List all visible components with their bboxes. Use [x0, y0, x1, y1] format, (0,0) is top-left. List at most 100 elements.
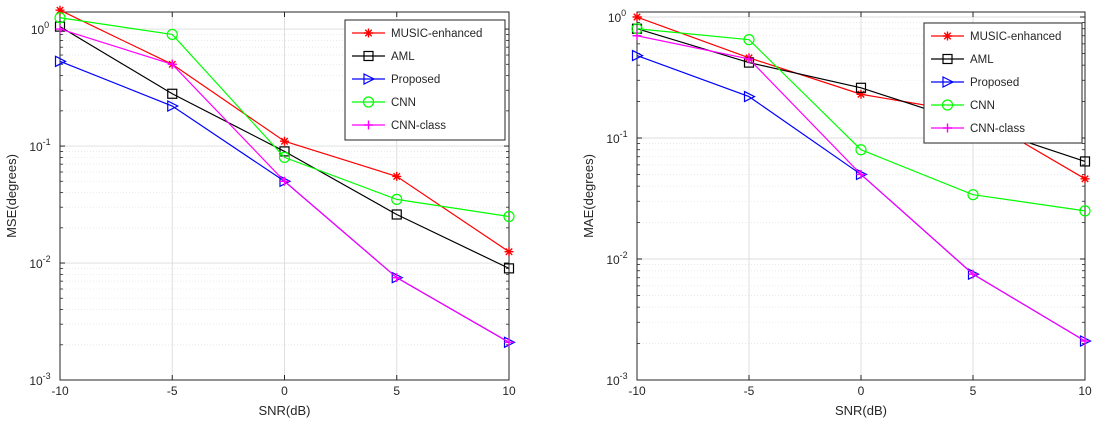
- x-tick-label: 5: [393, 384, 400, 398]
- data-point: [1079, 205, 1091, 217]
- data-point: [743, 90, 756, 103]
- series-cnn-class: [632, 31, 1090, 346]
- data-point: [1080, 174, 1090, 184]
- x-tick-label: 10: [502, 384, 516, 398]
- series-cnn: [54, 12, 515, 223]
- data-point: [167, 100, 180, 112]
- series-line: [636, 28, 1086, 212]
- x-tick-label: 0: [281, 384, 288, 398]
- data-point: [167, 88, 178, 99]
- legend-marker: [364, 120, 373, 130]
- legend-marker: [943, 123, 952, 133]
- legend-entry: Proposed: [931, 76, 1019, 89]
- data-point: [280, 136, 289, 146]
- series-line: [59, 17, 510, 218]
- series-line: [59, 26, 510, 269]
- data-point: [855, 144, 867, 156]
- x-axis-label: SNR(dB): [258, 403, 310, 418]
- legend-label: MUSIC-enhanced: [970, 31, 1061, 43]
- data-point: [54, 55, 67, 68]
- data-point: [631, 49, 644, 62]
- legend-marker: [942, 76, 955, 88]
- y-tick-label: 100: [608, 8, 626, 25]
- series-aml: [54, 21, 515, 274]
- legend-entry: AML: [931, 53, 994, 66]
- chart-1: -10 -5 0 5 10 10-3 10-2 10-1 100 SNR(dB) MSE(degre…: [4, 5, 516, 418]
- legend-label: CNN-class: [391, 120, 446, 132]
- x-tick-label: 0: [858, 384, 865, 398]
- data-point: [279, 146, 290, 157]
- x-tick-label: -10: [628, 384, 646, 398]
- legend-entry: CNN: [352, 96, 416, 109]
- legend-label: CNN: [391, 97, 416, 109]
- x-tick-label: -10: [51, 384, 69, 398]
- legend-entry: CNN: [931, 99, 995, 112]
- y-tick-label: 10-3: [606, 371, 627, 388]
- chart-2: -10 -5 0 5 10 10-3 10-2 10-1 100 SNR(dB) MAE(degre…: [581, 8, 1092, 418]
- legend-marker: [362, 96, 375, 108]
- legend-label: Proposed: [970, 77, 1019, 89]
- y-tick-label: 10-1: [29, 137, 50, 154]
- data-point: [167, 59, 177, 69]
- y-tick-label: 10-2: [606, 250, 627, 267]
- legend-label: MUSIC-enhanced: [391, 28, 482, 40]
- x-tick-label: 5: [970, 384, 977, 398]
- data-point: [968, 269, 978, 279]
- y-tick-label: 10-1: [606, 129, 627, 146]
- data-point: [55, 24, 65, 34]
- x-tick-label: 10: [1078, 384, 1092, 398]
- legend-marker: [364, 28, 373, 38]
- data-point: [855, 82, 867, 93]
- legend-marker: [943, 31, 952, 41]
- y-axis-label: MAE(degrees): [581, 154, 596, 238]
- data-point: [1079, 156, 1091, 167]
- data-point: [278, 151, 291, 163]
- data-point: [632, 12, 642, 22]
- data-point: [856, 169, 866, 179]
- legend-entry: AML: [352, 50, 415, 63]
- data-point: [744, 54, 754, 64]
- y-tick-label: 10-3: [29, 371, 50, 388]
- data-point: [1080, 336, 1090, 346]
- legend-label: Proposed: [391, 74, 440, 86]
- x-tick-label: -5: [744, 384, 755, 398]
- legend-entry: CNN-class: [352, 120, 446, 132]
- data-point: [391, 209, 402, 220]
- data-point: [392, 171, 402, 181]
- data-point: [504, 247, 514, 257]
- legend-marker: [941, 99, 954, 111]
- legend-marker: [942, 53, 953, 65]
- x-tick-label: -5: [167, 384, 178, 398]
- legend-label: AML: [970, 54, 994, 66]
- legend-label: AML: [391, 51, 415, 63]
- data-point: [392, 273, 402, 283]
- y-axis-label: MSE(degrees): [4, 154, 19, 238]
- data-point: [967, 189, 979, 201]
- x-axis-label: SNR(dB): [835, 403, 887, 418]
- legend-marker: [363, 50, 374, 62]
- data-point: [632, 31, 642, 41]
- legend-label: CNN-class: [970, 123, 1025, 135]
- legend-marker: [363, 73, 376, 85]
- legend-entry: MUSIC-enhanced: [352, 28, 482, 40]
- data-point: [503, 210, 515, 223]
- data-point: [503, 263, 515, 274]
- data-point: [391, 193, 403, 205]
- y-tick-label: 10-2: [29, 254, 50, 271]
- legend-entry: MUSIC-enhanced: [931, 31, 1061, 43]
- legend: MUSIC-enhanced AML Proposed CNN CNN-class: [344, 19, 506, 141]
- data-point: [166, 28, 178, 41]
- data-point: [54, 12, 66, 24]
- data-point: [504, 337, 514, 347]
- data-point: [55, 5, 65, 15]
- legend-entry: CNN-class: [931, 123, 1025, 135]
- legend-label: CNN: [970, 100, 995, 112]
- legend: MUSIC-enhanced AML Proposed CNN CNN-class: [923, 22, 1083, 144]
- data-point: [743, 34, 755, 46]
- series-cnn-class: [55, 24, 514, 347]
- data-point: [280, 176, 289, 186]
- data-point: [856, 89, 866, 99]
- legend-entry: Proposed: [352, 73, 440, 86]
